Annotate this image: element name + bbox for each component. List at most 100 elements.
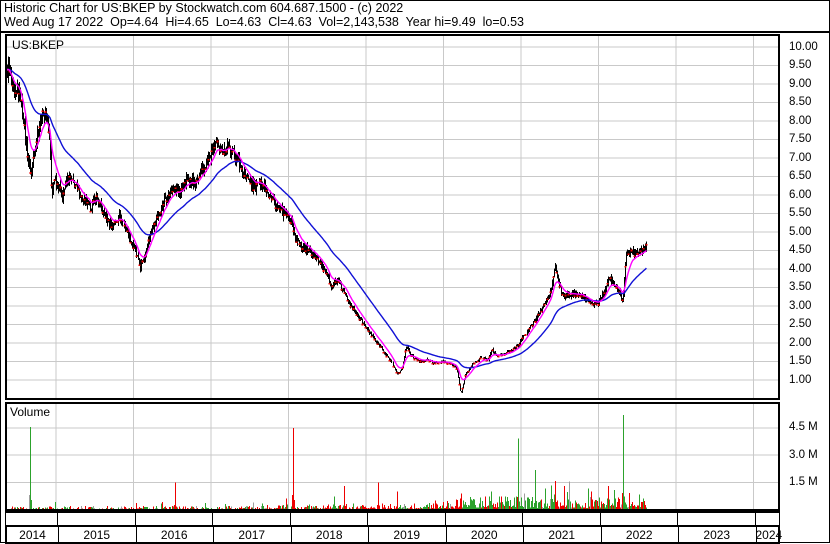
- volume-bar: [576, 502, 577, 510]
- volume-axis-label: 3.0 M: [789, 448, 818, 461]
- volume-bar: [251, 507, 252, 510]
- volume-bar: [575, 500, 576, 510]
- year-divider: [677, 513, 678, 525]
- volume-bar: [545, 488, 546, 510]
- volume-bar: [382, 503, 383, 510]
- volume-bar: [560, 502, 561, 510]
- volume-bar: [494, 507, 495, 510]
- volume-bar: [55, 502, 56, 510]
- volume-bar: [340, 504, 341, 510]
- volume-bar: [535, 469, 536, 510]
- volume-bar: [597, 501, 598, 510]
- year-divider: [754, 513, 756, 525]
- volume-bar: [49, 506, 50, 510]
- volume-bar: [586, 507, 587, 510]
- volume-bar: [172, 506, 173, 510]
- volume-bar: [174, 505, 175, 510]
- volume-bar: [228, 506, 229, 510]
- volume-bar: [515, 507, 516, 510]
- volume-bar: [339, 505, 340, 510]
- year-divider: [58, 527, 59, 542]
- volume-bar: [491, 491, 492, 510]
- volume-bar: [490, 501, 491, 510]
- volume-bar: [604, 504, 605, 510]
- volume-bar: [315, 506, 316, 510]
- volume-bar: [447, 500, 448, 510]
- volume-bar: [497, 502, 498, 510]
- volume-bar: [487, 506, 488, 510]
- volume-bar: [481, 507, 482, 510]
- volume-bar: [293, 427, 294, 510]
- volume-bar: [628, 506, 629, 510]
- volume-bar: [70, 506, 71, 510]
- year-label: 2014: [19, 528, 46, 542]
- volume-bar: [36, 507, 37, 510]
- volume-bar: [17, 506, 18, 510]
- volume-bar: [334, 496, 335, 510]
- volume-bar: [643, 498, 644, 510]
- volume-bar: [439, 506, 440, 510]
- volume-bar: [461, 493, 462, 510]
- volume-bar: [589, 506, 590, 510]
- volume-axis-label: 1.5 M: [789, 476, 818, 489]
- volume-bar: [169, 507, 170, 510]
- volume-chart-svg: [5, 402, 780, 512]
- volume-bar: [129, 507, 130, 510]
- volume-bar: [441, 507, 442, 510]
- volume-bar: [437, 504, 438, 510]
- volume-bar: [131, 506, 132, 510]
- volume-bar: [598, 506, 599, 510]
- volume-bar: [253, 502, 254, 510]
- volume-bar: [502, 502, 503, 510]
- volume-bar: [533, 507, 534, 510]
- price-axis-label: 7.50: [789, 133, 812, 145]
- volume-bar: [179, 506, 180, 510]
- volume-bar: [564, 486, 565, 510]
- volume-bar: [467, 506, 468, 510]
- volume-bar: [566, 505, 567, 510]
- volume-bar: [402, 507, 403, 510]
- volume-bar: [568, 499, 569, 510]
- price-chart-svg: [5, 34, 780, 400]
- volume-bar: [226, 506, 227, 510]
- year-label: 2016: [160, 528, 188, 542]
- year-divider: [57, 513, 58, 525]
- volume-bar: [353, 503, 354, 510]
- volume-bar: [248, 507, 249, 510]
- volume-bar: [262, 503, 263, 510]
- symbol-label: US:BKEP: [12, 38, 65, 52]
- volume-bar: [420, 507, 421, 510]
- volume-bar: [363, 505, 364, 510]
- volume-bar: [81, 506, 82, 510]
- volume-bar: [550, 499, 551, 510]
- volume-bar: [231, 506, 232, 510]
- volume-bar: [538, 502, 539, 510]
- year-divider: [599, 513, 601, 525]
- volume-bar: [640, 506, 641, 510]
- volume-bar: [610, 506, 611, 510]
- volume-bar: [164, 506, 165, 510]
- volume-bar: [307, 505, 308, 510]
- volume-bar: [561, 506, 562, 510]
- volume-bar: [428, 507, 429, 510]
- volume-bar: [556, 502, 557, 510]
- volume-bar: [473, 498, 474, 510]
- volume-bar: [498, 507, 499, 510]
- volume-bar: [313, 506, 314, 510]
- volume-bar: [398, 507, 399, 510]
- volume-bar: [542, 506, 543, 510]
- price-axis-label: 4.50: [789, 244, 812, 256]
- volume-bar: [631, 504, 632, 510]
- volume-bar: [624, 496, 625, 510]
- volume-bar: [377, 505, 378, 510]
- volume-bar: [559, 507, 560, 510]
- volume-bar: [405, 505, 406, 510]
- volume-bar: [569, 481, 570, 510]
- volume-bar: [546, 506, 547, 510]
- volume-bar: [618, 497, 619, 510]
- volume-bar: [583, 507, 584, 510]
- volume-bar: [622, 492, 623, 510]
- year-divider: [212, 513, 213, 525]
- year-label: 2024: [755, 528, 783, 542]
- volume-bar: [471, 499, 472, 510]
